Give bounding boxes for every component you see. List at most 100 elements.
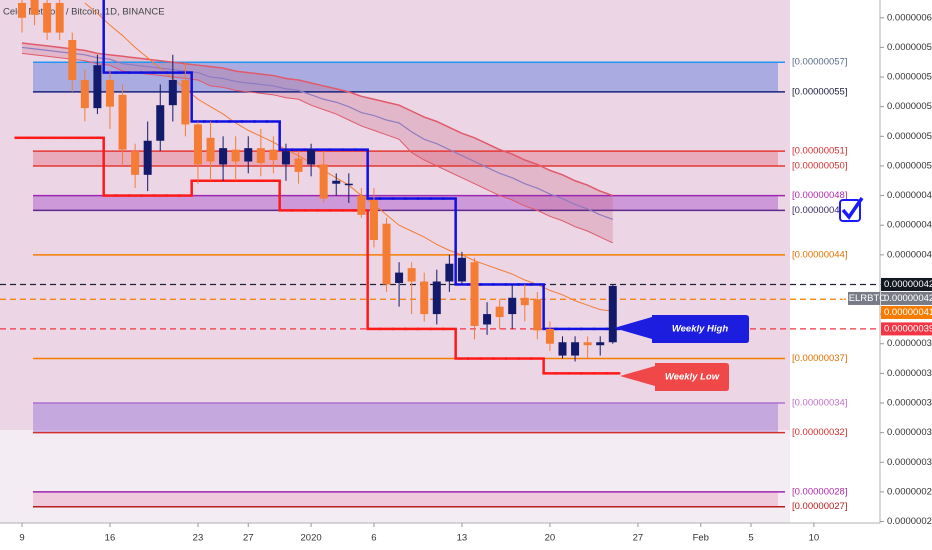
zone: [33, 491, 778, 507]
candle-body: [256, 148, 265, 163]
candle-body: [294, 158, 303, 172]
candle-body: [131, 151, 140, 175]
candle-body: [596, 342, 605, 346]
x-tick-label: Feb: [693, 533, 709, 544]
candle-body: [181, 80, 190, 125]
candle-body: [583, 342, 592, 346]
candle-body: [55, 2, 64, 33]
candle-body: [143, 140, 152, 175]
candle-body: [420, 281, 429, 315]
y-tick-label: 0.00000046: [887, 220, 932, 231]
candle-body: [533, 299, 542, 331]
zone: [33, 402, 778, 433]
symbol-tag: [848, 291, 880, 305]
price-tag-label: 0.00000042: [884, 279, 932, 290]
x-tick-label: 6: [371, 533, 376, 544]
x-tick-label: 27: [243, 533, 254, 544]
candle-body: [30, 0, 39, 15]
weekly-high-callout: [614, 315, 749, 343]
level-label: [0.00000032]: [792, 427, 847, 438]
level-label: [0.00000027]: [792, 501, 847, 512]
level-label: [0.00000028]: [792, 486, 847, 497]
price-tag: [881, 322, 932, 336]
indicator-line: [21, 46, 613, 220]
price-tag-label: 0.00000042: [884, 293, 932, 304]
candle-body: [68, 40, 77, 81]
indicator-line: [21, 42, 614, 197]
background-lower: [0, 430, 790, 523]
candle-body: [118, 94, 127, 150]
candle-body: [93, 65, 102, 109]
y-tick-label: 0.00000058: [887, 42, 932, 53]
candle-body: [470, 262, 479, 326]
level-label: [0.00000048]: [792, 190, 847, 201]
candle-body: [395, 272, 404, 283]
weekly-low-label: Weekly Low: [665, 372, 720, 383]
x-tick-label: 13: [457, 533, 468, 544]
y-tick-label: 0.00000036: [887, 368, 932, 379]
candle-body: [457, 257, 466, 282]
chart-title: Celer Network / Bitcoin, 1D, BINANCE: [3, 7, 165, 18]
candle-body: [483, 314, 492, 325]
x-tick-label: 2020: [301, 533, 322, 544]
x-tick-label: 16: [105, 533, 116, 544]
weekly-high-label: Weekly High: [672, 324, 729, 335]
candle-body: [369, 200, 378, 241]
candle-body: [382, 223, 391, 285]
weekly-low-callout: [620, 363, 729, 391]
candle-body: [407, 268, 416, 282]
candle-body: [281, 151, 290, 165]
y-tick-label: 0.00000026: [887, 516, 932, 527]
y-tick-label: 0.00000028: [887, 486, 932, 497]
candle-body: [495, 306, 504, 318]
candle-body: [571, 342, 580, 356]
indicator-line: [21, 52, 613, 244]
x-tick-label: 23: [193, 533, 204, 544]
candle-body: [269, 149, 278, 161]
symbol-tag-label: CELRBTC: [842, 293, 886, 304]
x-tick-label: 20: [545, 533, 556, 544]
level-label: [0.00000044]: [792, 249, 847, 260]
y-tick-label: 0.00000060: [887, 12, 932, 23]
zone: [33, 195, 778, 211]
y-tick-label: 0.00000044: [887, 249, 932, 260]
x-tick-label: 27: [633, 533, 644, 544]
candle-body: [244, 148, 253, 162]
candle-body: [307, 149, 316, 165]
candle-body: [105, 80, 114, 107]
candle-body: [168, 80, 177, 106]
y-tick-label: 0.00000048: [887, 190, 932, 201]
y-tick-label: 0.00000054: [887, 101, 932, 112]
candle-body: [156, 105, 165, 141]
candle-body: [43, 2, 52, 33]
candle-body: [17, 2, 26, 18]
candle-body: [432, 281, 441, 315]
y-tick-label: 0.00000050: [887, 160, 932, 171]
candle-body: [608, 285, 617, 343]
candle-body: [508, 297, 517, 315]
y-tick-label: 0.00000052: [887, 131, 932, 142]
zone: [33, 62, 778, 92]
price-tag-label: 0.00000039: [884, 323, 932, 334]
candle-body: [219, 148, 228, 165]
price-tag-label: 0.00000041: [884, 307, 932, 318]
x-tick-label: 5: [748, 533, 753, 544]
candle-body: [558, 342, 567, 356]
level-label: [0.00000057]: [792, 57, 847, 68]
candle-body: [80, 80, 89, 109]
y-tick-label: 0.00000032: [887, 427, 932, 438]
level-label: [0.00000050]: [792, 160, 847, 171]
candle-body: [520, 297, 529, 306]
candle-body: [344, 183, 353, 186]
candle-body: [206, 137, 215, 162]
candle-body: [445, 263, 454, 282]
level-label: [0.00000034]: [792, 398, 847, 409]
plot-area: [0, 0, 880, 508]
price-tag: [881, 305, 932, 319]
candle-body: [545, 328, 554, 344]
level-label: [0.00000055]: [792, 86, 847, 97]
candle-body: [357, 195, 366, 215]
candle-body: [193, 124, 202, 165]
